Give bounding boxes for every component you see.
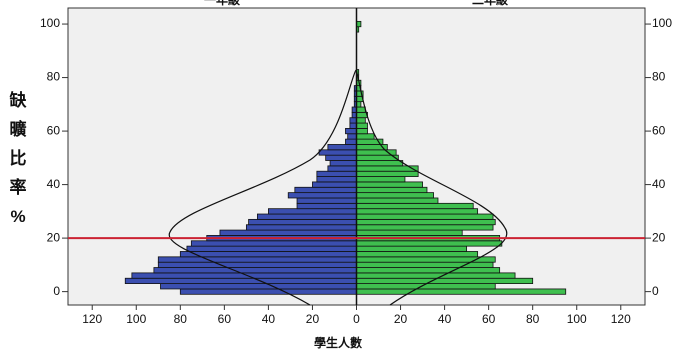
y-tick-label: 0 <box>53 284 60 298</box>
series-title: 一年級 <box>204 0 240 7</box>
bar <box>356 133 375 140</box>
bar <box>294 186 357 194</box>
bar <box>248 218 357 226</box>
bar <box>356 197 439 204</box>
y-tick-label: 20 <box>47 230 61 244</box>
bar <box>356 256 496 263</box>
bar <box>316 170 357 177</box>
bar <box>179 251 357 258</box>
bar <box>356 192 434 199</box>
bar <box>349 122 357 129</box>
bar <box>356 181 423 188</box>
bar <box>327 165 357 172</box>
x-tick-label: 60 <box>482 312 496 326</box>
y-tick-label: 80 <box>47 70 61 84</box>
x-tick-label: 120 <box>611 312 631 326</box>
fit-curve <box>355 69 508 306</box>
bar <box>190 240 357 247</box>
y-axis-label: 缺曠比率% <box>10 90 28 226</box>
y-tick-label-right: 20 <box>652 230 666 244</box>
bar <box>296 197 357 204</box>
y-tick-label: 60 <box>47 123 61 137</box>
bar <box>356 202 474 210</box>
bar <box>327 144 357 151</box>
bar <box>356 277 534 284</box>
x-tick-label: 120 <box>82 312 102 326</box>
bar <box>356 218 496 226</box>
bar <box>356 160 404 167</box>
x-tick-label: 100 <box>567 312 587 326</box>
y-tick-label-right: 0 <box>652 284 659 298</box>
bar <box>219 229 357 236</box>
bar <box>325 154 357 161</box>
bar <box>153 267 357 274</box>
bar <box>179 288 357 295</box>
bar <box>356 267 501 274</box>
y-tick-label-right: 80 <box>652 70 666 84</box>
y-tick-label-right: 40 <box>652 177 666 191</box>
x-tick-label: 40 <box>262 312 276 326</box>
bar <box>345 128 357 135</box>
x-tick-label: 100 <box>126 312 146 326</box>
bar <box>356 213 494 220</box>
bar <box>287 192 357 199</box>
x-tick-label: 40 <box>438 312 452 326</box>
bar <box>356 117 366 124</box>
bar <box>356 176 406 183</box>
bar <box>356 272 516 279</box>
bar <box>356 208 479 215</box>
bar <box>312 181 357 188</box>
x-axis-label: 學生人數 <box>314 335 362 350</box>
bar <box>356 229 463 236</box>
bar <box>356 240 503 247</box>
fit-curve <box>168 69 357 306</box>
bar <box>256 213 357 220</box>
series-title: 二年級 <box>472 0 508 7</box>
y-tick-label-right: 60 <box>652 123 666 137</box>
bar <box>329 160 357 167</box>
bar <box>345 138 357 145</box>
x-tick-label: 80 <box>174 312 188 326</box>
bar <box>160 283 357 290</box>
x-tick-label: 20 <box>306 312 320 326</box>
bar <box>356 288 567 295</box>
bar <box>356 170 419 177</box>
bar <box>356 186 428 194</box>
bar <box>356 224 494 231</box>
bar <box>157 261 357 268</box>
bar <box>186 245 357 252</box>
bar <box>268 208 357 215</box>
bar <box>349 117 357 124</box>
x-tick-label: 80 <box>526 312 540 326</box>
bar <box>356 128 368 135</box>
bar <box>296 202 357 210</box>
bar <box>356 122 368 129</box>
x-tick-label: 20 <box>394 312 408 326</box>
bar <box>157 256 357 263</box>
bar <box>318 149 357 156</box>
bar <box>124 277 357 284</box>
bar <box>356 106 366 113</box>
y-tick-label-right: 100 <box>652 16 672 30</box>
bar <box>356 251 479 258</box>
y-tick-label: 100 <box>40 16 60 30</box>
bar <box>356 261 494 268</box>
bar <box>245 224 357 231</box>
bar <box>356 245 468 252</box>
bar <box>347 133 357 140</box>
y-tick-label: 40 <box>47 177 61 191</box>
bar <box>316 176 357 183</box>
x-tick-label: 0 <box>353 312 360 326</box>
x-tick-label: 60 <box>218 312 232 326</box>
